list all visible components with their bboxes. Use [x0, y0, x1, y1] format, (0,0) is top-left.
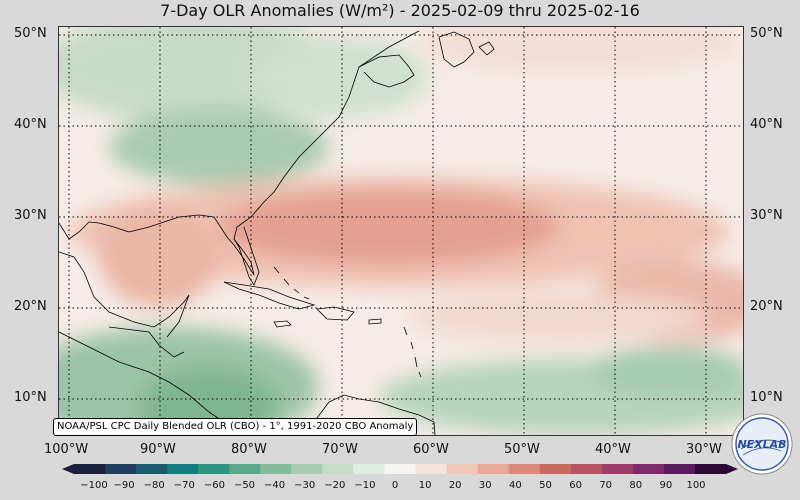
colorbar-swatch	[446, 464, 479, 474]
anomaly-map	[59, 27, 743, 435]
chart-title: 7-Day OLR Anomalies (W/m²) - 2025-02-09 …	[160, 1, 640, 20]
colorbar-tick-label: 100	[686, 480, 706, 491]
colorbar-swatch	[353, 464, 385, 474]
colorbar-swatch	[384, 464, 417, 474]
lat-label-right-40: 40°N	[750, 117, 783, 132]
colorbar-swatch	[415, 464, 448, 474]
colorbar-swatch	[198, 464, 230, 474]
east-coast	[59, 30, 420, 276]
colorbar-swatch	[260, 464, 292, 474]
colorbar-max-extend	[726, 464, 738, 474]
colorbar-tick-label: 0	[391, 480, 399, 491]
lat-label-left-40: 40°N	[14, 117, 47, 132]
lat-label-right-10: 10°N	[750, 390, 783, 405]
colorbar-tick-label: −80	[143, 480, 165, 491]
lon-label-30w: 30°W	[686, 442, 722, 457]
colorbar-swatch	[291, 464, 323, 474]
lon-label-40w: 40°W	[595, 442, 631, 457]
colorbar-swatch	[167, 464, 199, 474]
colorbar-tick-label: −60	[203, 480, 225, 491]
hispaniola	[316, 306, 355, 321]
colorbar-swatch	[229, 464, 261, 474]
florida	[233, 226, 260, 286]
lat-label-right-50: 50°N	[750, 26, 783, 41]
logo-text: NEXLAB	[737, 438, 786, 451]
nova-scotia	[358, 54, 415, 88]
colorbar-swatch	[508, 464, 541, 474]
colorbar-tick-label: −40	[264, 480, 286, 491]
colorbar-tick-label: 60	[569, 480, 582, 491]
graticule	[59, 27, 743, 435]
data-source-label: NOAA/PSL CPC Daily Blended OLR (CBO) - 1…	[53, 418, 418, 436]
colorbar-tick-label: −50	[233, 480, 256, 491]
gulf-coast	[59, 251, 190, 338]
colorbar-swatch	[322, 464, 354, 474]
colorbar-tick-label: 50	[539, 480, 552, 491]
south-america-coast	[298, 394, 436, 435]
lon-label-80w: 80°W	[231, 442, 267, 457]
colorbar-swatch	[539, 464, 572, 474]
lon-label-100w: 100°W	[44, 442, 89, 457]
colorbar-tick-label: −70	[173, 480, 195, 491]
colorbar-tick-label: 40	[509, 480, 522, 491]
colorbar-swatch	[632, 464, 665, 474]
lat-label-left-20: 20°N	[14, 299, 47, 314]
colorbar-tick-label: 10	[418, 480, 432, 491]
colorbar-tick-label: 70	[599, 480, 613, 491]
lat-label-left-50: 50°N	[14, 26, 47, 41]
colorbar-min-extend	[62, 464, 74, 474]
lon-label-50w: 50°W	[504, 442, 540, 457]
lat-label-right-20: 20°N	[750, 299, 783, 314]
colorbar-tick-label: −10	[354, 480, 376, 491]
lon-label-60w: 60°W	[413, 442, 449, 457]
lon-label-90w: 90°W	[140, 442, 176, 457]
colorbar	[62, 464, 738, 474]
colorbar-tick-label: −30	[294, 480, 316, 491]
colorbar-tick-label: 20	[448, 480, 462, 491]
newfoundland	[438, 31, 475, 68]
negative-anomaly-mid	[109, 109, 329, 185]
colorbar-tick-label: −20	[324, 480, 346, 491]
colorbar-swatch	[477, 464, 510, 474]
colorbar-ticks: −100 −90 −80 −70 −60 −50 −40 −30 −20 −10 0 10 20 30 40…	[0, 480, 800, 496]
colorbar-swatch	[136, 464, 168, 474]
colorbar-tick-label: −100	[80, 480, 108, 491]
colorbar-swatch	[601, 464, 634, 474]
colorbar-swatch	[105, 464, 137, 474]
lat-label-right-30: 30°N	[750, 208, 783, 223]
lat-label-left-30: 30°N	[14, 208, 47, 223]
colorbar-swatch	[663, 464, 696, 474]
lat-label-left-10: 10°N	[14, 390, 47, 405]
map-panel	[58, 26, 744, 436]
colorbar-tick-label: 30	[478, 480, 492, 491]
colorbar-tick-label: 90	[659, 480, 673, 491]
colorbar-tick-label: −90	[113, 480, 135, 491]
cuba	[223, 281, 316, 310]
colorbar-swatch	[74, 464, 106, 474]
colorbar-swatch	[694, 464, 727, 474]
nexlab-logo: NEXLAB	[731, 413, 793, 475]
colorbar-tick-label: 80	[629, 480, 643, 491]
lon-label-70w: 70°W	[322, 442, 358, 457]
colorbar-swatch	[570, 464, 603, 474]
